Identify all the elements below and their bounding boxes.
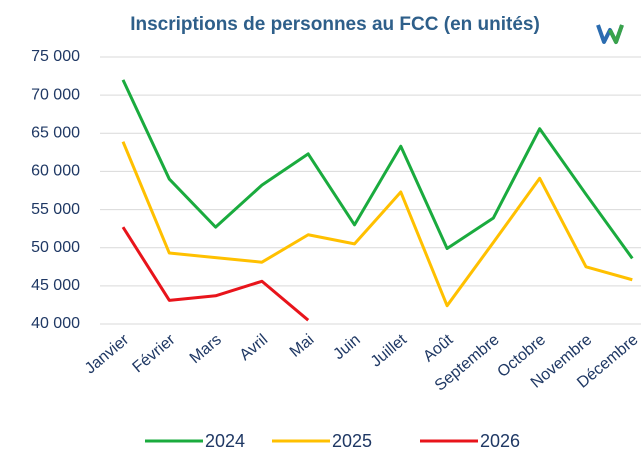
x-tick-label: Février <box>130 331 180 376</box>
y-tick-label: 60 000 <box>31 163 80 180</box>
legend-label: 2025 <box>332 431 372 451</box>
x-tick-label: Mars <box>187 331 225 367</box>
y-tick-label: 50 000 <box>31 239 80 256</box>
y-tick-label: 45 000 <box>31 277 80 294</box>
chart-title: Inscriptions de personnes au FCC (en uni… <box>130 14 540 35</box>
y-tick-label: 75 000 <box>31 48 80 65</box>
legend-label: 2024 <box>205 431 245 451</box>
y-tick-label: 40 000 <box>31 315 80 332</box>
x-tick-label: Juillet <box>368 331 411 371</box>
y-tick-label: 70 000 <box>31 86 80 103</box>
y-tick-label: 65 000 <box>31 125 80 142</box>
series-line <box>121 141 633 308</box>
x-tick-label: Mai <box>287 331 318 361</box>
x-tick-label: Août <box>420 331 457 366</box>
legend-label: 2026 <box>480 431 520 451</box>
x-tick-label: Avril <box>237 331 272 364</box>
y-tick-label: 55 000 <box>31 201 80 218</box>
x-tick-label: Juin <box>330 331 363 363</box>
x-tick-label: Janvier <box>82 331 133 378</box>
logo <box>596 24 624 44</box>
series-line <box>121 79 634 260</box>
series-line <box>121 226 310 322</box>
